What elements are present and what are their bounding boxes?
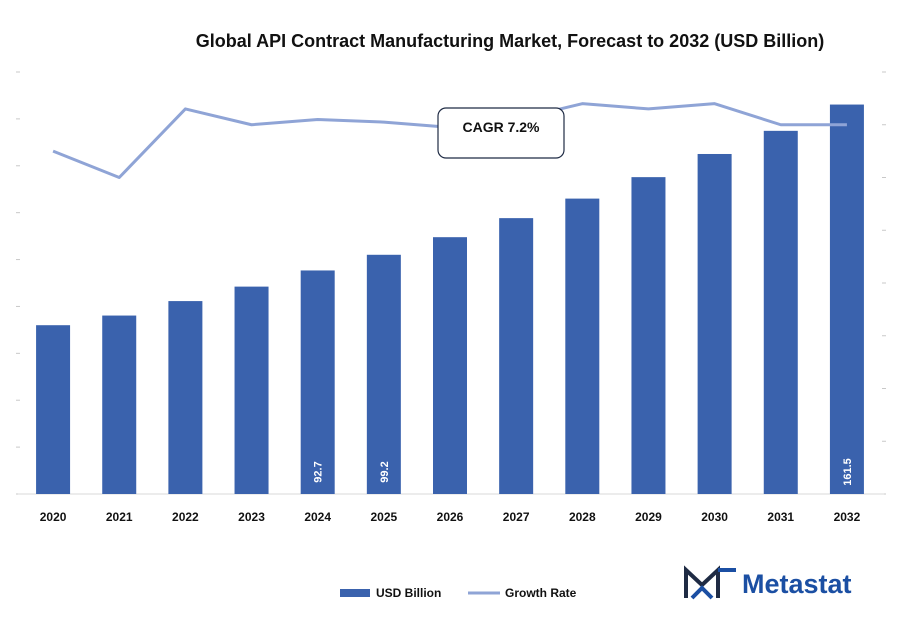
bar-2024 — [300, 270, 335, 494]
bar-2028 — [565, 198, 600, 494]
right-axis-ticks — [882, 71, 886, 495]
bar-2026 — [433, 237, 467, 494]
x-tick-label-2032: 2032 — [834, 510, 861, 524]
x-tick-label-2020: 2020 — [40, 510, 67, 524]
legend-swatch-usd-billion — [340, 589, 370, 597]
data-label-2024: 92.7 — [313, 461, 325, 482]
metastat-m-logo-icon — [684, 565, 736, 600]
bar-2025 — [366, 254, 401, 494]
data-label-2032: 161.5 — [842, 458, 854, 486]
bar-2032 — [829, 104, 864, 494]
legend-label-usd-billion: USD Billion — [376, 586, 441, 600]
legend: USD Billion Growth Rate — [340, 586, 577, 600]
bar-2023 — [234, 286, 269, 494]
x-tick-label-2024: 2024 — [304, 510, 331, 524]
x-tick-label-2027: 2027 — [503, 510, 530, 524]
cagr-box — [437, 107, 565, 159]
x-tick-label-2023: 2023 — [238, 510, 265, 524]
x-tick-label-2025: 2025 — [370, 510, 397, 524]
data-labels: 92.7 99.2 161.5 — [313, 458, 854, 486]
bar-2022 — [168, 301, 203, 494]
x-tick-label-2028: 2028 — [569, 510, 596, 524]
bar-2021 — [102, 315, 137, 494]
left-axis-ticks — [16, 71, 20, 495]
x-tick-label-2021: 2021 — [106, 510, 133, 524]
bar-2027 — [499, 218, 534, 494]
data-label-2025: 99.2 — [379, 461, 391, 482]
legend-label-growth-rate: Growth Rate — [505, 586, 577, 600]
bar-series — [36, 104, 864, 494]
cagr-label: CAGR 7.2% — [462, 119, 540, 135]
chart-title: Global API Contract Manufacturing Market… — [196, 31, 824, 51]
cagr-callout: CAGR 7.2% — [437, 107, 565, 159]
bar-2031 — [763, 130, 798, 494]
metastat-logo: Metastat — [684, 565, 852, 600]
x-tick-label-2026: 2026 — [437, 510, 464, 524]
x-tick-label-2030: 2030 — [701, 510, 728, 524]
x-tick-label-2022: 2022 — [172, 510, 199, 524]
x-tick-label-2031: 2031 — [767, 510, 794, 524]
bar-2029 — [631, 177, 666, 494]
x-axis-tick-labels: 2020 2021 2022 2023 2024 2025 2026 2027 2028 2029… — [40, 510, 861, 524]
bar-2020 — [36, 325, 71, 494]
metastat-logo-text: Metastat — [742, 569, 852, 599]
bar-2030 — [697, 153, 732, 494]
x-tick-label-2029: 2029 — [635, 510, 662, 524]
